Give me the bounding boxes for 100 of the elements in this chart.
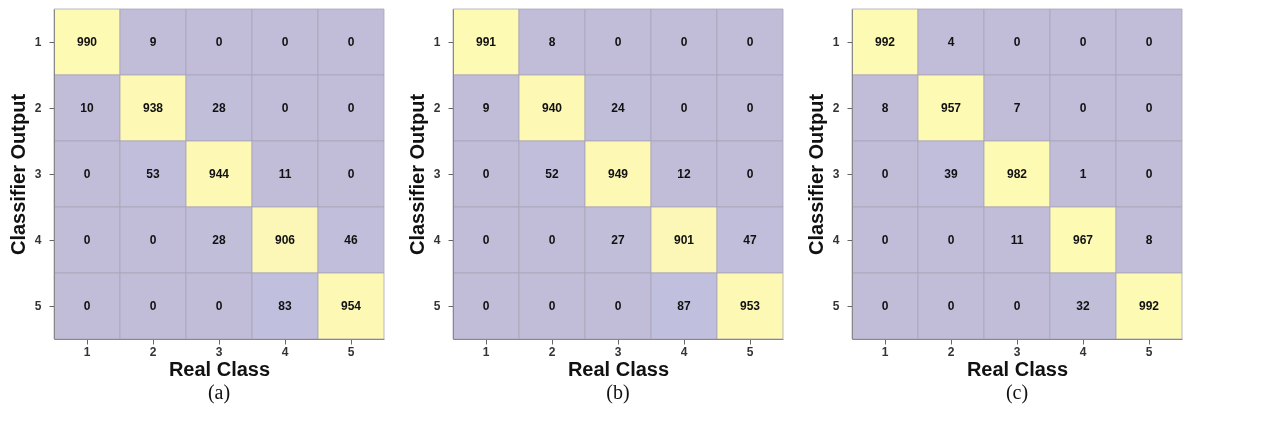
data-label: 0 — [1013, 35, 1021, 49]
data-label: 0 — [947, 299, 955, 313]
data-label: 967 — [1072, 233, 1094, 247]
data-label: 0 — [83, 167, 91, 181]
data-label: 990 — [76, 35, 98, 49]
data-label: 949 — [607, 167, 629, 181]
data-label: 0 — [746, 101, 754, 115]
data-label: 0 — [746, 167, 754, 181]
y-tick-label: 4 — [832, 233, 840, 247]
x-tick-label: 1 — [881, 344, 889, 359]
data-label: 53 — [146, 167, 160, 181]
data-label: 0 — [548, 233, 556, 247]
data-label: 0 — [1145, 101, 1153, 115]
data-label: 992 — [1138, 299, 1160, 313]
data-label: 52 — [545, 167, 559, 181]
y-tick-label: 4 — [433, 233, 441, 247]
x-tick-label: 1 — [83, 344, 91, 359]
x-tick-label: 5 — [1145, 344, 1153, 359]
data-label: 4 — [947, 35, 955, 49]
data-label: 0 — [347, 101, 355, 115]
x-tick-label: 3 — [1013, 344, 1021, 359]
data-label: 0 — [1079, 101, 1087, 115]
data-label: 83 — [278, 299, 292, 313]
x-tick-label: 3 — [614, 344, 622, 359]
data-label: 0 — [548, 299, 556, 313]
data-label: 0 — [1013, 299, 1021, 313]
data-label: 39 — [944, 167, 958, 181]
data-label: 47 — [743, 233, 757, 247]
x-tick-label: 4 — [1079, 344, 1087, 359]
data-label: 0 — [482, 233, 490, 247]
data-label: 1 — [1079, 167, 1087, 181]
data-label: 0 — [947, 233, 955, 247]
data-label: 0 — [281, 101, 289, 115]
data-label: 28 — [212, 233, 226, 247]
data-label: 32 — [1076, 299, 1090, 313]
x-tick-label: 2 — [947, 344, 955, 359]
data-label: 11 — [278, 167, 292, 181]
data-label: 27 — [611, 233, 625, 247]
x-tick-label: 4 — [680, 344, 688, 359]
data-label: 0 — [614, 299, 622, 313]
data-label: 10 — [80, 101, 94, 115]
data-label: 0 — [881, 299, 889, 313]
data-label: 940 — [541, 101, 563, 115]
y-tick-label: 3 — [832, 167, 840, 181]
data-label: 0 — [746, 35, 754, 49]
data-label: 0 — [680, 35, 688, 49]
y-tick-label: 2 — [34, 101, 42, 115]
data-label: 954 — [340, 299, 362, 313]
data-label: 901 — [673, 233, 695, 247]
y-axis-title: Classifier Output — [804, 93, 827, 256]
x-tick-label: 3 — [215, 344, 223, 359]
data-label: 0 — [215, 299, 223, 313]
data-label: 0 — [614, 35, 622, 49]
data-label: 0 — [1079, 35, 1087, 49]
x-tick-label: 2 — [548, 344, 556, 359]
data-label: 906 — [274, 233, 296, 247]
data-label: 7 — [1013, 101, 1021, 115]
data-label: 11 — [1010, 233, 1024, 247]
data-label: 0 — [881, 167, 889, 181]
y-tick-label: 4 — [34, 233, 42, 247]
text: (c) — [1005, 381, 1029, 404]
y-axis-title: Classifier Output — [6, 93, 29, 256]
x-axis-title: Real Class — [966, 357, 1069, 380]
data-label: 0 — [680, 101, 688, 115]
data-label: 0 — [482, 299, 490, 313]
y-tick-label: 1 — [832, 35, 840, 49]
x-tick-label: 2 — [149, 344, 157, 359]
data-label: 953 — [739, 299, 761, 313]
y-tick-label: 3 — [34, 167, 42, 181]
data-label: 938 — [142, 101, 164, 115]
data-label: 957 — [940, 101, 962, 115]
data-label: 0 — [1145, 167, 1153, 181]
data-label: 8 — [548, 35, 556, 49]
data-label: 12 — [677, 167, 691, 181]
y-tick-label: 2 — [433, 101, 441, 115]
data-label: 0 — [482, 167, 490, 181]
text: (a) — [207, 381, 231, 404]
x-tick-label: 1 — [482, 344, 490, 359]
y-tick-label: 3 — [433, 167, 441, 181]
data-label: 991 — [475, 35, 497, 49]
data-label: 87 — [677, 299, 691, 313]
data-label: 46 — [344, 233, 358, 247]
data-label: 0 — [149, 233, 157, 247]
y-tick-label: 5 — [34, 299, 42, 313]
data-label: 0 — [83, 233, 91, 247]
x-axis-title: Real Class — [567, 357, 670, 380]
x-tick-label: 5 — [746, 344, 754, 359]
data-label: 9 — [482, 101, 490, 115]
x-tick-label: 5 — [347, 344, 355, 359]
y-tick-label: 2 — [832, 101, 840, 115]
data-label: 8 — [881, 101, 889, 115]
y-tick-label: 1 — [34, 35, 42, 49]
data-label: 982 — [1006, 167, 1028, 181]
data-label: 0 — [881, 233, 889, 247]
data-label: 9 — [149, 35, 157, 49]
y-axis-title: Classifier Output — [405, 93, 428, 256]
data-label: 0 — [149, 299, 157, 313]
data-label: 944 — [208, 167, 230, 181]
y-tick-label: 5 — [433, 299, 441, 313]
data-label: 28 — [212, 101, 226, 115]
